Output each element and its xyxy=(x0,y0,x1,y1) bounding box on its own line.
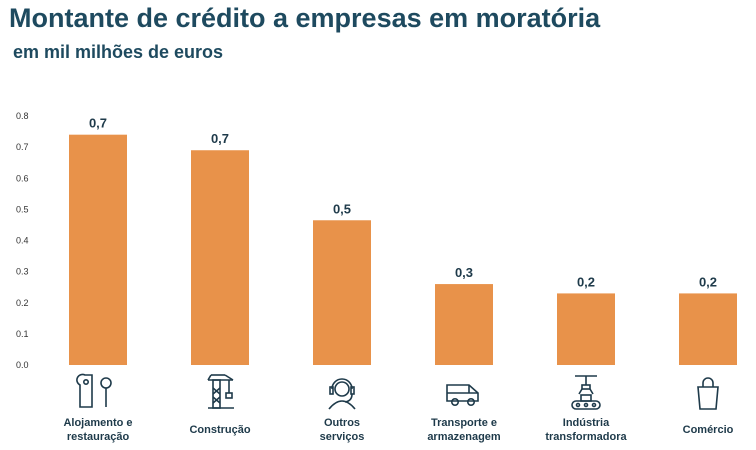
category-label: Comércio xyxy=(683,424,734,436)
y-axis-ticks: 0.0 0.1 0.2 0.3 0.4 0.5 0.6 0.7 0.8 xyxy=(16,111,29,370)
y-tick-label: 0.0 xyxy=(16,360,29,370)
bars xyxy=(69,134,737,365)
crane-icon xyxy=(207,374,234,409)
category-label-line: Comércio xyxy=(683,424,734,436)
shopping-bag-icon xyxy=(697,377,719,410)
y-tick-label: 0.8 xyxy=(16,111,29,121)
category-label: Outros serviços xyxy=(320,417,365,443)
bar xyxy=(679,293,737,365)
data-label: 0,2 xyxy=(699,274,717,289)
door-hanger-spoon-icon xyxy=(76,373,112,408)
chart-subtitle: em mil milhões de euros xyxy=(13,42,224,62)
y-tick-label: 0.7 xyxy=(16,142,29,152)
data-labels: 0,7 0,7 0,5 0,3 0,2 0,2 xyxy=(89,116,717,290)
bar xyxy=(557,293,615,365)
category-label: Alojamento e restauração xyxy=(63,417,132,443)
category-label-line: Construção xyxy=(189,424,250,436)
category-label: Transporte e armazenagem xyxy=(427,417,501,443)
category-label-line: Indústria xyxy=(563,417,610,429)
category-label-line: Outros xyxy=(324,417,360,429)
bar xyxy=(69,134,127,365)
chart-title: Montante de crédito a empresas em morató… xyxy=(9,3,601,33)
data-label: 0,7 xyxy=(211,131,229,146)
data-label: 0,2 xyxy=(577,274,595,289)
category-label-line: armazenagem xyxy=(427,431,501,443)
category-labels: Alojamento e restauração Construção Outros s… xyxy=(63,417,733,443)
bar xyxy=(435,284,493,365)
data-label: 0,5 xyxy=(333,201,351,216)
category-icons xyxy=(76,373,719,410)
van-icon xyxy=(446,384,479,407)
y-tick-label: 0.6 xyxy=(16,173,29,183)
y-tick-label: 0.3 xyxy=(16,267,29,277)
category-label-line: Alojamento e xyxy=(63,417,132,429)
category-label-line: restauração xyxy=(67,431,130,443)
headset-person-icon xyxy=(328,378,356,410)
category-label-line: Transporte e xyxy=(431,417,497,429)
y-tick-label: 0.2 xyxy=(16,298,29,308)
y-tick-label: 0.5 xyxy=(16,204,29,214)
category-label-line: transformadora xyxy=(545,431,627,443)
category-label: Construção xyxy=(189,424,250,436)
bar xyxy=(313,220,371,365)
data-label: 0,3 xyxy=(455,265,473,280)
category-label: Indústria transformadora xyxy=(545,417,627,443)
y-tick-label: 0.1 xyxy=(16,329,29,339)
y-tick-label: 0.4 xyxy=(16,236,29,246)
category-label-line: serviços xyxy=(320,431,365,443)
data-label: 0,7 xyxy=(89,116,107,131)
bar xyxy=(191,150,249,365)
factory-conveyor-icon xyxy=(571,375,601,410)
